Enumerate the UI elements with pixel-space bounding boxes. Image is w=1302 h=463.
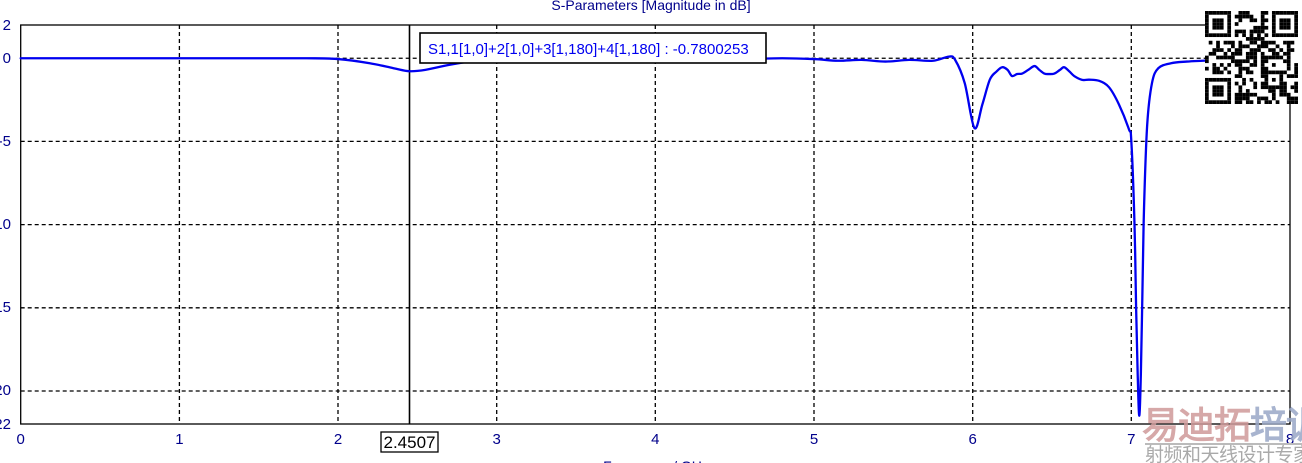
svg-text:-5: -5: [0, 133, 11, 150]
svg-text:0: 0: [17, 431, 25, 448]
svg-text:-15: -15: [0, 299, 11, 316]
svg-text:-22: -22: [0, 416, 11, 433]
svg-text:1: 1: [175, 431, 183, 448]
svg-text:-10: -10: [0, 216, 11, 233]
svg-text:-20: -20: [0, 382, 11, 399]
svg-text:5: 5: [810, 431, 818, 448]
svg-text:2: 2: [334, 431, 342, 448]
svg-text:S-Parameters [Magnitude in dB]: S-Parameters [Magnitude in dB]: [551, 0, 750, 13]
svg-text:射频和天线设计专家: 射频和天线设计专家: [1145, 444, 1302, 463]
svg-text:6: 6: [969, 431, 977, 448]
svg-text:0: 0: [3, 50, 11, 67]
svg-text:7: 7: [1127, 431, 1135, 448]
svg-text:4: 4: [651, 431, 659, 448]
svg-text:Frequency / GHz: Frequency / GHz: [603, 458, 709, 463]
svg-text:3: 3: [493, 431, 501, 448]
svg-text:2: 2: [3, 17, 11, 34]
svg-text:2.4507: 2.4507: [384, 433, 436, 452]
svg-text:易迪拓培训: 易迪拓培训: [1142, 405, 1302, 446]
svg-text:S1,1[1,0]+2[1,0]+3[1,180]+4[1,: S1,1[1,0]+2[1,0]+3[1,180]+4[1,180] : -0.…: [428, 41, 749, 58]
